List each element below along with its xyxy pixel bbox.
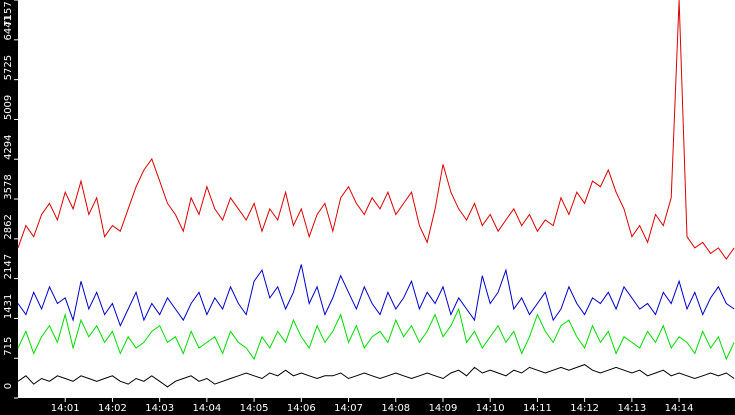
y-tick-label: 4294 [3,134,14,159]
x-tick-label: 14:10 [476,403,505,414]
y-tick-label: 5009 [3,95,14,120]
x-tick-label: 14:08 [381,403,410,414]
x-tick-label: 14:03 [145,403,174,414]
series-line [17,364,735,388]
x-tick-label: 14:13 [617,403,646,414]
series-line [17,307,735,361]
x-tick-label: 14:06 [287,403,316,414]
x-tick-label: 14:07 [334,403,363,414]
series-line [17,264,735,328]
y-tick-label: 2862 [3,214,14,239]
x-tick-label: 14:12 [570,403,599,414]
series-line [17,0,735,260]
x-tick-label: 14:05 [240,403,269,414]
x-tick-label: 14:14 [665,403,694,414]
y-axis-bar [0,0,18,415]
y-tick-label: 7157 [3,1,14,26]
x-axis-bar [0,398,735,415]
y-tick-label: 2147 [3,254,14,279]
x-tick-label: 14:02 [98,403,127,414]
x-tick-label: 14:11 [523,403,552,414]
y-tick-label: 3578 [3,174,14,199]
y-tick-label: 6441 [3,15,14,40]
x-tick-label: 14:04 [192,403,221,414]
y-tick-label: 715 [3,337,14,356]
x-tick-label: 14:09 [429,403,458,414]
y-tick-label: 5725 [3,55,14,80]
y-tick-label: 1431 [3,294,14,319]
x-tick-label: 14:01 [51,403,80,414]
y-tick-label: 0 [3,383,14,389]
